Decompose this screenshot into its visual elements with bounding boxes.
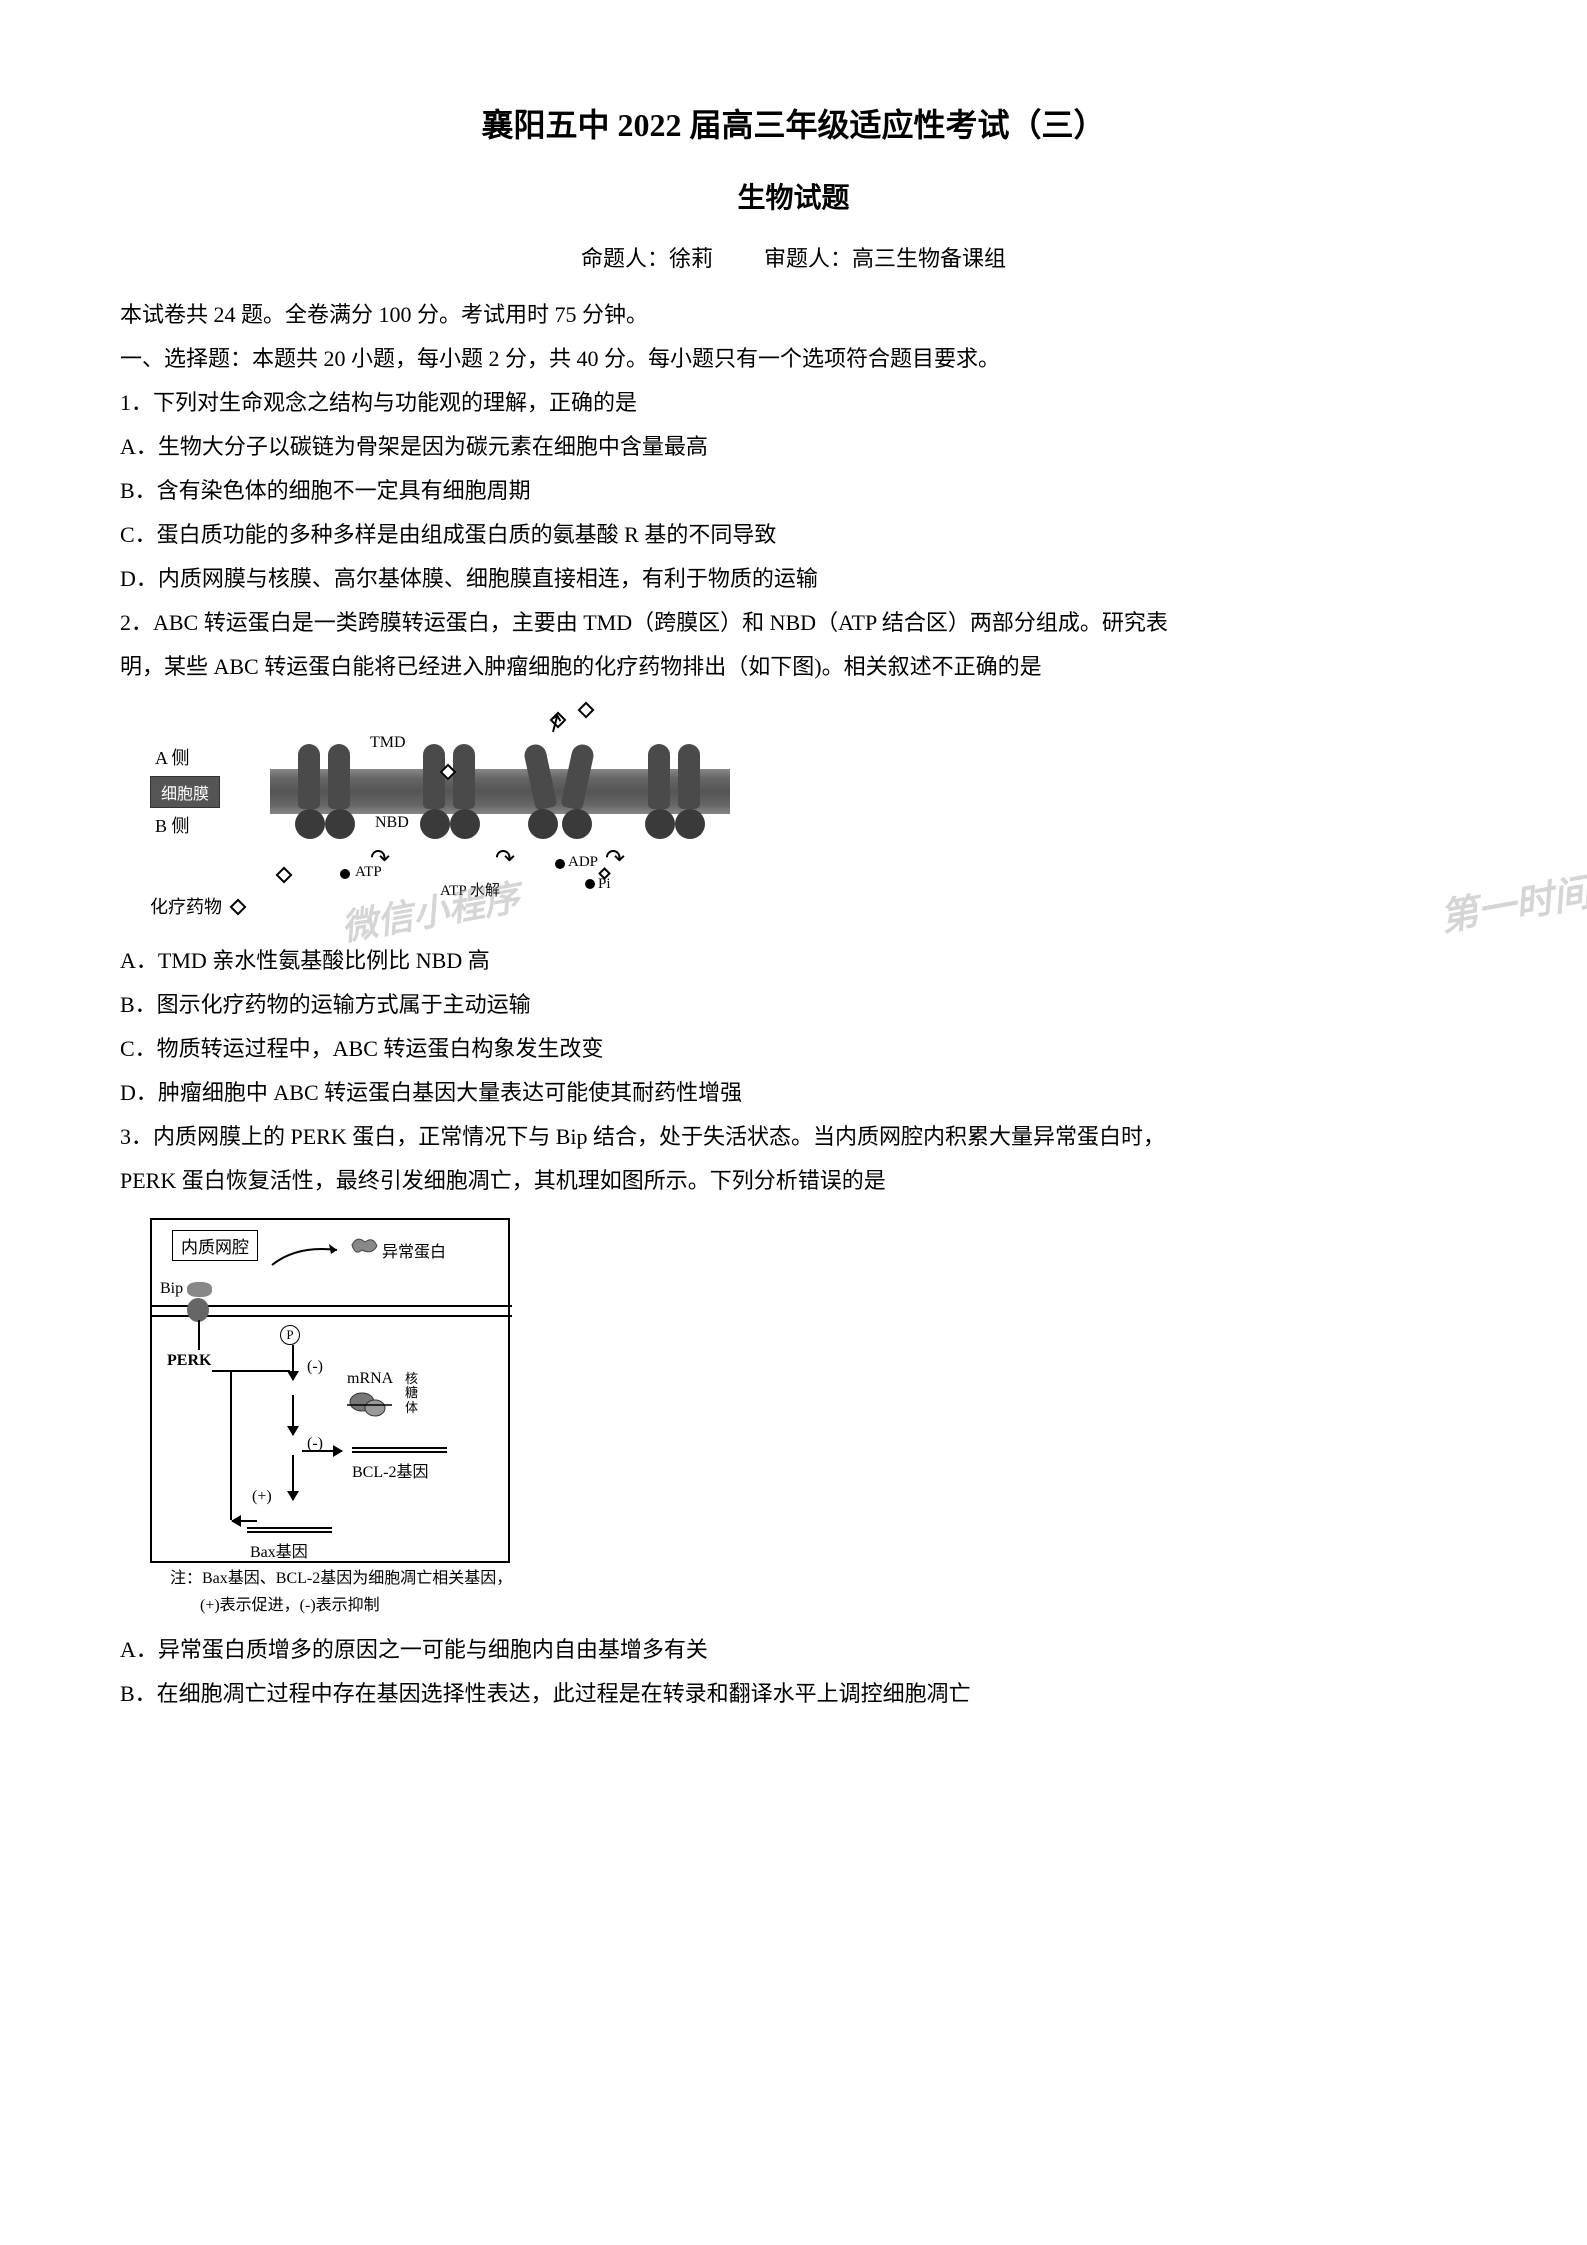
transporter-1 [290, 744, 360, 844]
perk-membrane-icon [187, 1298, 209, 1322]
q2-diagram: A 侧 细胞膜 B 侧 化疗药物 TMD NBD [140, 704, 1467, 924]
q3-option-b: B．在细胞凋亡过程中存在基因选择性表达，此过程是在转录和翻译水平上调控细胞凋亡 [120, 1672, 1467, 1716]
bcl2-label: BCL-2基因 [352, 1458, 428, 1482]
drug-text: 化疗药物 [150, 897, 222, 917]
arrow-2 [292, 1395, 294, 1435]
q3-stem-1: 3．内质网膜上的 PERK 蛋白，正常情况下与 Bip 结合，处于失活状态。当内… [120, 1115, 1467, 1159]
tmd-label: TMD [370, 734, 406, 752]
q3-option-a: A．异常蛋白质增多的原因之一可能与细胞内自由基增多有关 [120, 1628, 1467, 1672]
subject-title: 生物试题 [120, 176, 1467, 216]
reviewer-prefix: 审题人： [764, 246, 852, 271]
bax-label: Bax基因 [250, 1538, 308, 1562]
author-line: 命题人：徐莉 审题人：高三生物备课组 [120, 241, 1467, 273]
arrow-right-1 [302, 1450, 342, 1452]
q1-option-d: D．内质网膜与核膜、高尔基体膜、细胞膜直接相连，有利于物质的运输 [120, 557, 1467, 601]
bip-blob [187, 1282, 212, 1297]
drug-label: 化疗药物 [150, 893, 239, 919]
nbd-label: NBD [375, 814, 409, 832]
arrow-1 [292, 1345, 294, 1380]
q1-stem: 1．下列对生命观念之结构与功能观的理解，正确的是 [120, 381, 1467, 425]
transporter-2 [415, 744, 485, 844]
q3-diagram: 内质网腔 异常蛋白 Bip PERK P (-) mRNA [150, 1218, 570, 1618]
exam-title: 襄阳五中 2022 届高三年级适应性考试（三） [120, 100, 1467, 146]
mrna-label: mRNA [347, 1370, 393, 1388]
exam-instructions-2: 一、选择题：本题共 20 小题，每小题 2 分，共 40 分。每小题只有一个选项… [120, 337, 1467, 381]
watermark-3: 第一时间获取最新资料 [1435, 821, 1587, 941]
ribosome-label: 核糖体 [405, 1372, 418, 1415]
abnormal-protein-icon [347, 1230, 382, 1260]
plus-1: (+) [252, 1488, 272, 1506]
reviewer-name: 高三生物备课组 [852, 246, 1006, 271]
minus-1: (-) [307, 1358, 323, 1376]
ribosome-icon [347, 1390, 392, 1420]
perk-line [198, 1320, 200, 1350]
atp-label-1: ATP [355, 864, 382, 881]
q1-option-c: C．蛋白质功能的多种多样是由组成蛋白质的氨基酸 R 基的不同导致 [120, 513, 1467, 557]
author-prefix: 命题人： [581, 246, 669, 271]
q1-option-a: A．生物大分子以碳链为骨架是因为碳元素在细胞中含量最高 [120, 425, 1467, 469]
bax-gene-line [247, 1527, 332, 1533]
left-vline [230, 1370, 232, 1520]
q2-stem-1: 2．ABC 转运蛋白是一类跨膜转运蛋白，主要由 TMD（跨膜区）和 NBD（AT… [120, 601, 1467, 645]
bip-label: Bip [160, 1280, 183, 1298]
side-b-label: B 侧 [155, 812, 190, 838]
q3-stem-2: PERK 蛋白恢复活性，最终引发细胞凋亡，其机理如图所示。下列分析错误的是 [120, 1159, 1467, 1203]
transporter-4 [640, 744, 710, 844]
q2-option-d: D．肿瘤细胞中 ABC 转运蛋白基因大量表达可能使其耐药性增强 [120, 1071, 1467, 1115]
q2-stem-2: 明，某些 ABC 转运蛋白能将已经进入肿瘤细胞的化疗药物排出（如下图)。相关叙述… [120, 645, 1467, 689]
bcl2-gene-line [352, 1447, 447, 1453]
transporter-3 [525, 744, 595, 844]
arrow-3 [292, 1455, 294, 1500]
q2-option-c: C．物质转运过程中，ABC 转运蛋白构象发生改变 [120, 1027, 1467, 1071]
q3-note-1: 注：Bax基因、BCL-2基因为细胞凋亡相关基因， [170, 1568, 570, 1590]
side-a-label: A 侧 [155, 744, 190, 770]
arrow-left-1 [232, 1520, 257, 1522]
perk-label: PERK [167, 1352, 211, 1370]
er-lumen-label: 内质网腔 [172, 1230, 258, 1261]
adp-label: ADP [568, 854, 598, 871]
membrane-label: 细胞膜 [150, 776, 220, 808]
atp-hydrolysis-label: ATP 水解 [440, 879, 500, 900]
p-label: P [280, 1325, 300, 1345]
q2-option-a: A．TMD 亲水性氨基酸比例比 NBD 高 [120, 939, 1467, 983]
curve-arrow-icon [267, 1240, 347, 1270]
pi-label: Pi [598, 876, 611, 893]
q2-option-b: B．图示化疗药物的运输方式属于主动运输 [120, 983, 1467, 1027]
abnormal-protein-label: 异常蛋白 [382, 1238, 446, 1262]
author-name: 徐莉 [669, 246, 713, 271]
q1-option-b: B．含有染色体的细胞不一定具有细胞周期 [120, 469, 1467, 513]
top-hline [212, 1370, 290, 1372]
exam-instructions-1: 本试卷共 24 题。全卷满分 100 分。考试用时 75 分钟。 [120, 293, 1467, 337]
q3-note-2: (+)表示促进，(-)表示抑制 [200, 1595, 570, 1617]
